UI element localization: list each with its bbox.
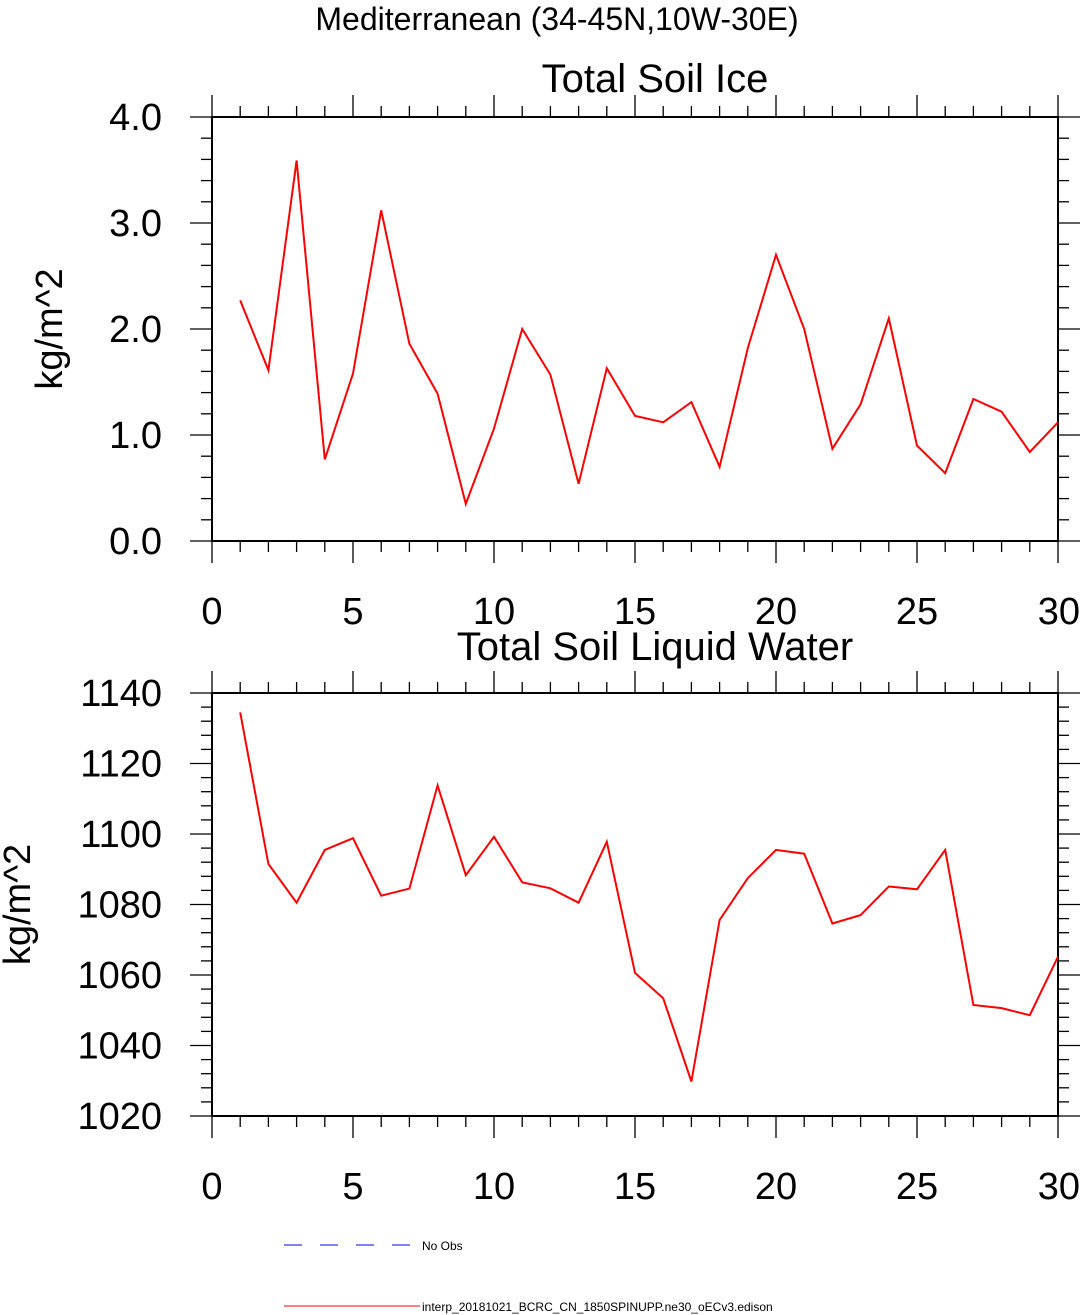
y-tick-label: 1020	[77, 1096, 162, 1138]
legend-label-no-obs: No Obs	[422, 1239, 463, 1253]
legend-label-model: interp_20181021_BCRC_CN_1850SPINUPP.ne30…	[422, 1300, 773, 1314]
x-tick-label: 25	[896, 591, 938, 633]
x-tick-label: 0	[201, 1166, 222, 1208]
y-tick-label: 0.0	[109, 521, 162, 563]
series-line-total-soil-ice	[239, 160, 1059, 508]
y-tick-label: 1080	[77, 885, 162, 927]
y-tick-label: 2.0	[109, 309, 162, 351]
y-tick-label: 4.0	[109, 97, 162, 139]
chart-title: Total Soil Liquid Water	[457, 625, 853, 669]
x-tick-label: 20	[755, 1166, 797, 1208]
x-tick-label: 15	[614, 1166, 656, 1208]
legend: No Obs interp_20181021_BCRC_CN_1850SPINU…	[284, 1239, 773, 1314]
y-tick-label: 1060	[77, 955, 162, 997]
y-tick-label: 1040	[77, 1026, 162, 1068]
x-tick-label: 10	[473, 1166, 515, 1208]
figure-title: Mediterranean (34-45N,10W-30E)	[315, 1, 798, 37]
chart-panel-total-soil-ice: Total Soil Ice 0.0 1.0 2.0 3.0 4.0 0 5 10 15 20 25 3…	[29, 57, 1080, 633]
x-tick-label: 20	[755, 591, 797, 633]
chart-title: Total Soil Ice	[542, 57, 769, 101]
x-tick-label: 0	[201, 591, 222, 633]
x-tick-label: 5	[342, 591, 363, 633]
x-tick-label: 15	[614, 591, 656, 633]
x-tick-label: 5	[342, 1166, 363, 1208]
x-tick-label: 30	[1038, 591, 1080, 633]
chart-panel-total-soil-liquid-water: Total Soil Liquid Water10201040106010801…	[0, 625, 1080, 1208]
y-axis-label: kg/m^2	[0, 844, 39, 965]
plot-frame	[211, 116, 1059, 542]
y-tick-label: 1100	[80, 814, 162, 856]
x-tick-label: 30	[1038, 1166, 1080, 1208]
x-tick-label: 10	[473, 591, 515, 633]
series-line-total-soil-liquid-water	[239, 712, 1059, 1082]
y-tick-label: 1120	[80, 744, 162, 786]
x-tick-label: 25	[896, 1166, 938, 1208]
y-axis-label: kg/m^2	[29, 268, 71, 389]
y-tick-label: 3.0	[109, 203, 162, 245]
y-tick-label: 1.0	[109, 415, 162, 457]
y-tick-label: 1140	[80, 673, 162, 715]
plot-frame	[211, 692, 1059, 1117]
